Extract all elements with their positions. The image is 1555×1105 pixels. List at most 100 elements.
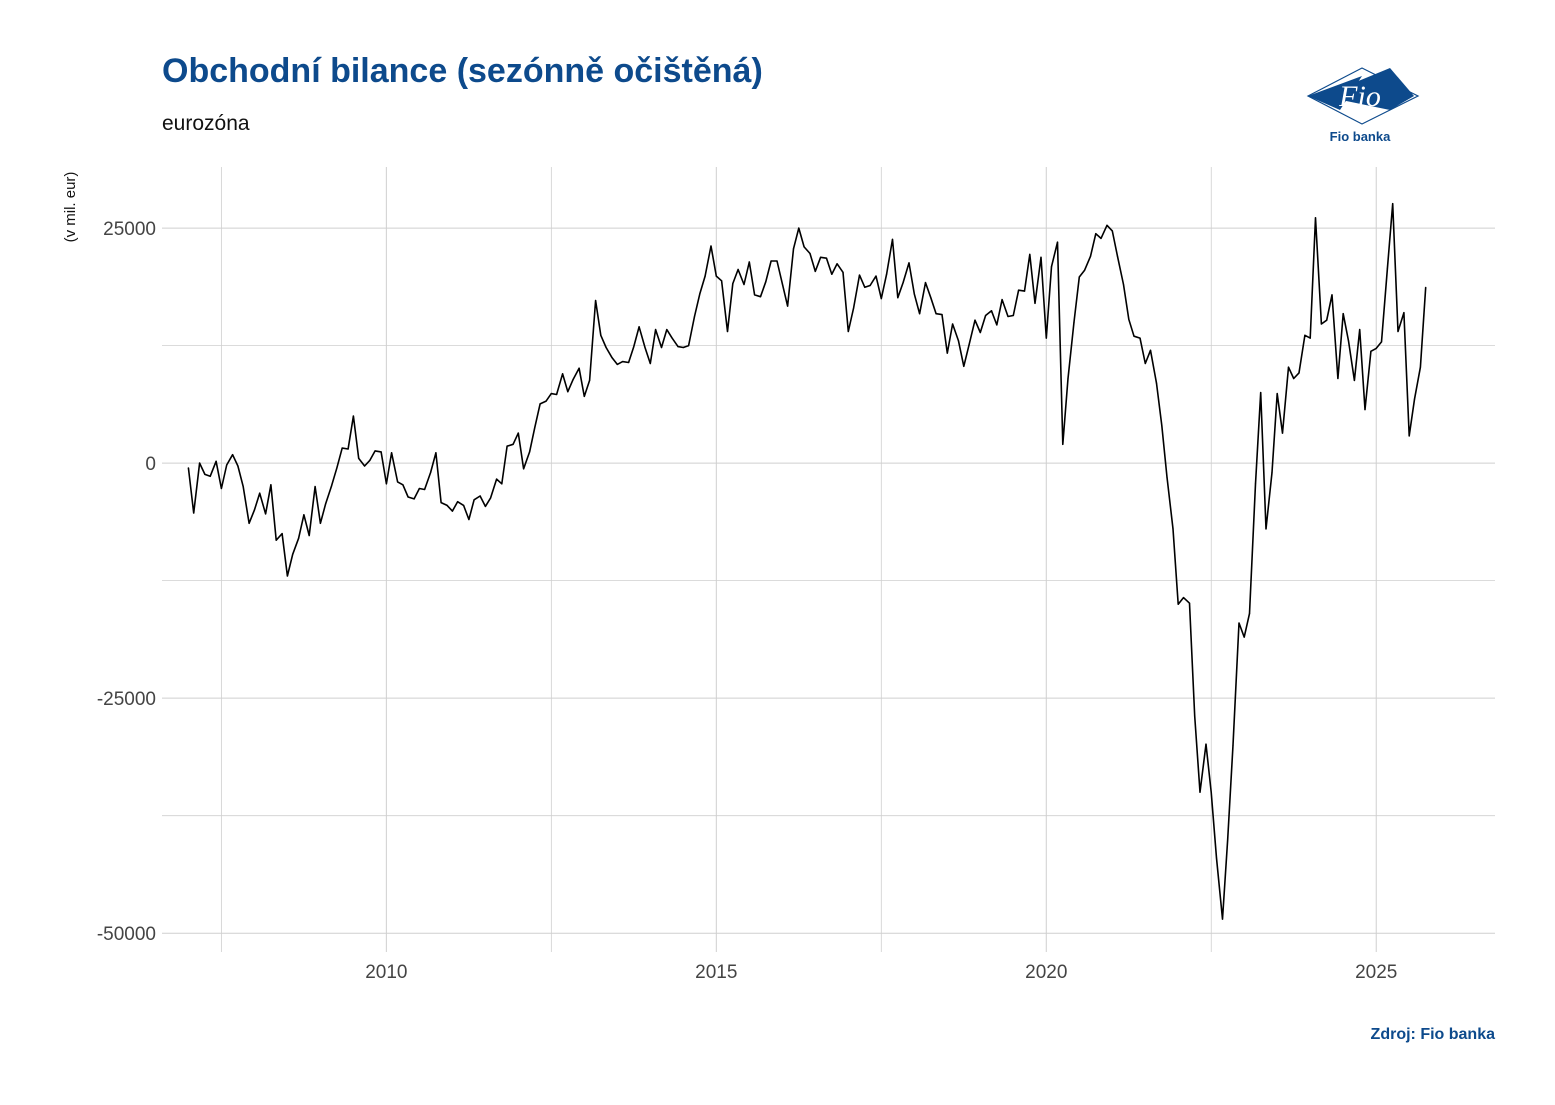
- data-point: [820, 256, 822, 258]
- data-point: [776, 260, 778, 262]
- data-point: [578, 367, 580, 369]
- data-point: [1238, 622, 1240, 624]
- data-point: [814, 270, 816, 272]
- logo-diamond-outline: [1306, 67, 1420, 125]
- data-point: [765, 281, 767, 283]
- y-tick-label: 25000: [103, 219, 156, 240]
- data-point: [341, 447, 343, 449]
- data-point: [781, 283, 783, 285]
- data-point: [1012, 314, 1014, 317]
- data-point: [1122, 283, 1125, 286]
- data-point: [314, 486, 316, 488]
- data-point: [1177, 603, 1179, 605]
- data-point: [628, 361, 630, 364]
- data-point: [913, 293, 915, 295]
- data-point: [1375, 347, 1377, 349]
- data-point: [1067, 377, 1069, 380]
- x-tick-label: 2020: [1025, 962, 1067, 983]
- data-point: [803, 246, 805, 248]
- data-point: [1083, 269, 1086, 271]
- data-point: [924, 282, 927, 284]
- y-axis-ticks: -50000 -25000 0 25000: [97, 219, 156, 945]
- data-point: [880, 298, 882, 300]
- data-point: [1133, 335, 1135, 337]
- y-tick-label: 0: [145, 454, 156, 475]
- data-point: [319, 522, 321, 524]
- data-point: [286, 575, 288, 577]
- data-point: [715, 275, 717, 277]
- data-point: [1023, 290, 1026, 292]
- data-point: [825, 257, 828, 259]
- series-points: [187, 203, 1427, 920]
- data-point: [435, 452, 437, 454]
- data-point: [842, 271, 844, 273]
- data-point: [484, 505, 486, 507]
- data-point: [1298, 372, 1300, 374]
- data-point: [1425, 286, 1427, 288]
- data-point: [534, 426, 536, 428]
- data-point: [331, 485, 333, 487]
- data-point: [506, 445, 508, 447]
- data-point: [583, 395, 585, 397]
- data-point: [430, 471, 432, 474]
- data-point: [529, 451, 531, 453]
- data-point: [1254, 483, 1257, 485]
- data-point: [215, 460, 217, 462]
- data-point: [831, 273, 833, 275]
- data-point: [660, 346, 663, 349]
- data-point: [1172, 528, 1174, 530]
- data-point: [732, 283, 734, 285]
- data-point: [1413, 398, 1416, 400]
- data-point: [545, 400, 547, 402]
- data-point: [473, 499, 475, 501]
- data-point: [809, 252, 811, 255]
- data-point: [1161, 424, 1163, 427]
- data-point: [1095, 233, 1097, 235]
- logo-text: Fio: [1338, 80, 1381, 113]
- data-point: [1166, 476, 1168, 478]
- data-point: [1281, 432, 1284, 434]
- data-point: [595, 299, 597, 302]
- data-point: [1188, 602, 1191, 604]
- data-point: [237, 465, 239, 467]
- data-point: [1139, 337, 1141, 339]
- data-point: [710, 245, 712, 247]
- data-point: [616, 363, 618, 365]
- data-point: [737, 268, 739, 271]
- data-point: [897, 297, 899, 299]
- data-point: [413, 498, 415, 500]
- data-point: [1199, 791, 1201, 793]
- data-point: [512, 443, 514, 445]
- data-point: [743, 283, 745, 286]
- data-point: [281, 533, 283, 535]
- data-point: [1155, 382, 1158, 384]
- data-point: [1287, 366, 1290, 368]
- data-point: [1144, 362, 1146, 365]
- data-point: [589, 379, 591, 381]
- logo-caption: Fio banka: [1329, 129, 1391, 144]
- data-point: [457, 501, 459, 503]
- data-point: [204, 473, 206, 475]
- data-point: [232, 454, 234, 456]
- data-point: [930, 297, 932, 299]
- data-point: [1320, 323, 1322, 325]
- data-point: [1221, 918, 1224, 920]
- data-point: [418, 487, 420, 490]
- data-point: [325, 503, 327, 505]
- data-point: [440, 502, 442, 504]
- x-tick-label: 2010: [365, 962, 407, 983]
- data-point: [666, 329, 668, 331]
- data-point: [187, 467, 189, 469]
- data-point: [298, 537, 300, 539]
- data-point: [220, 487, 222, 490]
- data-point: [996, 324, 998, 326]
- data-point: [770, 260, 772, 262]
- data-point: [1078, 276, 1080, 278]
- y-tick-label: -50000: [97, 924, 156, 945]
- data-point: [1040, 256, 1042, 258]
- fio-banka-logo: Fio: [1306, 67, 1420, 125]
- data-point: [963, 365, 965, 367]
- data-point: [364, 465, 366, 467]
- data-point: [1034, 302, 1036, 304]
- data-point: [633, 346, 635, 348]
